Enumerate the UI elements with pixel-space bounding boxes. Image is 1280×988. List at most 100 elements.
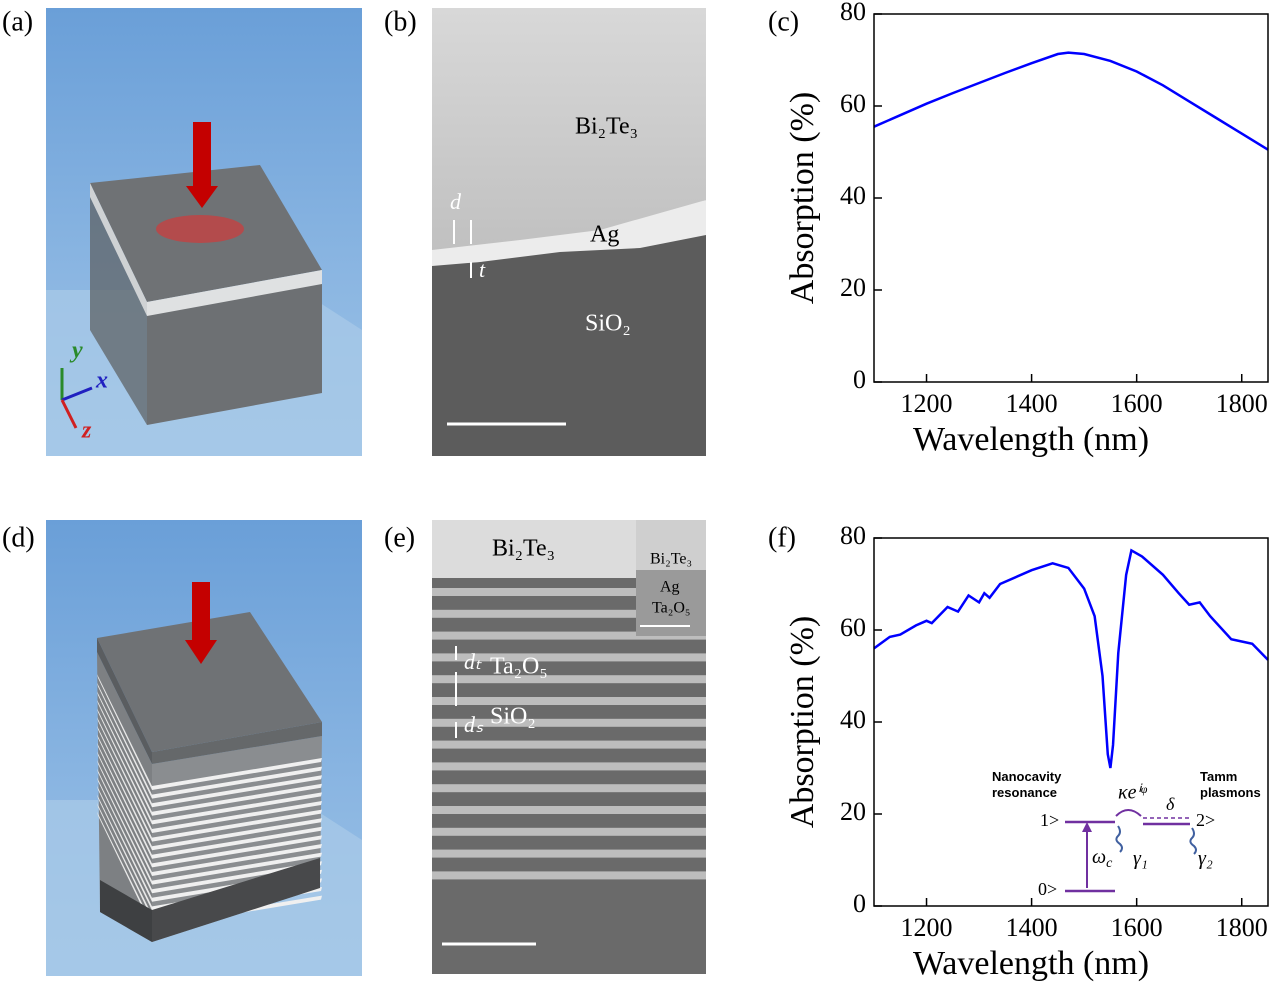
inset-label: Bi₂Te₃ [650,551,692,568]
stripe [432,718,706,727]
panel-label: (f) [768,522,796,553]
x-tick-label: 1200 [901,913,953,942]
stripe [152,826,322,859]
stripe [97,768,152,885]
stripe [152,844,322,876]
plot-frame [873,13,1269,383]
stripe [152,861,322,894]
stripe [97,699,152,816]
panel-b: Bi₂Te₃ Ag SiO₂ d t [432,8,706,456]
thickness-label: d [450,189,462,214]
layer-label: Ag [590,222,619,248]
stripe [97,708,152,825]
axis-label: x [95,368,108,394]
y-tick-label: 40 [840,181,866,210]
stripe [152,852,322,885]
state-label: 0> [1038,879,1057,899]
panel-a: y x z [46,8,362,456]
stripe [152,766,322,799]
y-tick-label: 80 [840,521,866,550]
x-tick-label: 1200 [901,389,953,418]
thickness-label: dₜ [464,649,482,674]
y-tick-label: 0 [853,365,866,394]
stripe [432,697,706,705]
stripe [432,784,706,793]
omega-sub: c [1106,856,1113,871]
stripe [152,835,322,868]
stripe [432,675,706,684]
detuning-label: δ [1166,794,1175,814]
y-axis-title: Absorption (%) [784,616,821,828]
stripe [97,794,152,911]
stripe [432,806,706,814]
layer-label: Bi₂Te₃ [492,536,555,562]
omega-label: ωc [1092,846,1113,872]
stripe [152,792,322,825]
y-axis-title: Absorption (%) [784,92,821,304]
thickness-label: t [479,257,486,282]
layer-label: SiO₂ [490,704,536,730]
stripe [432,653,706,662]
stripe [97,717,152,833]
chart-c: 0 20 40 60 80 1200 1400 1600 1800 Wavelength (nm)… [784,0,1269,458]
inset-title: Tamm plasmons [1200,769,1261,800]
panel-label: (e) [384,522,415,553]
stripe [97,811,152,928]
y-tick-label: 60 [840,89,866,118]
stripe [97,803,152,919]
stripe [152,809,322,842]
panel-label: (a) [2,6,33,37]
stripe [97,725,152,842]
x-tick-label: 1800 [1216,389,1268,418]
stripe [432,588,706,596]
stripe [152,758,322,790]
gamma-label: γ₂ [1198,848,1213,870]
x-tick-label: 1400 [1006,913,1058,942]
data-line [873,548,1269,769]
layer-label: Ta₂O₅ [490,654,548,680]
y-tick-label: 40 [840,705,866,734]
stripe [152,801,322,833]
thickness-label: dₛ [464,712,484,737]
inset-f: Nanocavity resonance Tamm plasmons 1> 2>… [992,769,1261,899]
stripe [97,760,152,876]
inset-label: Ag [660,579,680,596]
y-tick-label: 80 [840,0,866,26]
x-tick-label: 1600 [1111,389,1163,418]
data-line [873,51,1269,151]
coupling-label: κeⁱᵠ [1118,782,1148,804]
x-axis-title: Wavelength (nm) [913,945,1149,982]
inset-title: Nanocavity resonance [992,769,1065,800]
chart-f: 0 20 40 60 80 1200 1400 1600 1800 Wavelength (nm)… [784,521,1269,982]
inset-label: Ta₂O₅ [652,600,690,617]
stripe [97,751,152,868]
stripe [432,871,706,880]
y-tick-label: 60 [840,613,866,642]
stripe [432,827,706,836]
layer-label: SiO₂ [585,311,631,337]
axis-label: y [69,338,83,364]
stripe [152,775,322,808]
x-tick-label: 1600 [1111,913,1163,942]
stripe [152,783,322,816]
stripe [97,785,152,902]
stripe [152,818,322,851]
axis-label: z [81,418,92,444]
panel-label: (b) [384,6,417,37]
omega: ω [1092,846,1106,868]
stripe [97,742,152,859]
panel-e: Bi₂Te₃ Ta₂O₅ SiO₂ dₜ dₛ Bi₂Te₃ Ag Ta₂O₅ [432,520,706,974]
stripe [97,777,152,894]
y-tick-label: 0 [853,889,866,918]
x-tick-label: 1400 [1006,389,1058,418]
stripe [97,674,152,790]
y-tick-label: 20 [840,273,866,302]
stripe [432,740,706,749]
stripe [97,734,152,851]
y-tick-label: 20 [840,797,866,826]
plot-frame [873,537,1269,907]
panel-label: (c) [768,6,799,37]
stripe [97,682,152,799]
state-label: 2> [1196,810,1215,830]
x-tick-label: 1800 [1216,913,1268,942]
